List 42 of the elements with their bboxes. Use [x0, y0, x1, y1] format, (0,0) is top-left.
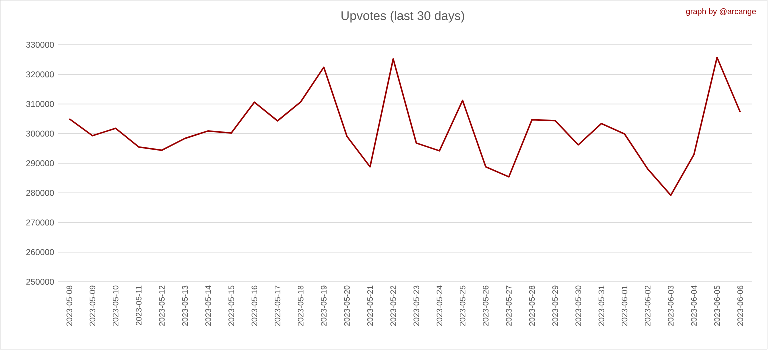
- x-tick-label: 2023-05-23: [414, 286, 420, 326]
- x-tick-label: 2023-05-22: [390, 286, 396, 326]
- y-tick-label: 330000: [26, 42, 54, 48]
- y-tick-label: 300000: [26, 130, 54, 137]
- x-tick-label: 2023-06-04: [691, 286, 697, 326]
- text: graph by @arcange: [686, 8, 756, 16]
- x-tick-label: 2023-06-06: [738, 286, 744, 326]
- x-tick-label: 2023-05-21: [367, 286, 374, 326]
- chart-title: Upvotes (last 30 days): [342, 11, 464, 23]
- x-tick-label: 2023-05-29: [552, 286, 558, 326]
- line-series: [68, 56, 742, 196]
- x-tick-label: 2023-06-03: [668, 286, 674, 326]
- y-tick-label: 250000: [26, 278, 54, 285]
- x-tick-label: 2023-05-30: [576, 286, 582, 326]
- x-tick-label: 2023-06-02: [645, 286, 651, 326]
- y-tick-label: 270000: [26, 220, 54, 226]
- x-tick-label: 2023-05-15: [228, 286, 234, 326]
- x-tick-label: 2023-05-24: [436, 286, 443, 326]
- x-tick-label: 2023-05-16: [252, 286, 258, 326]
- x-tick-label: 2023-05-26: [483, 286, 489, 326]
- y-tick-label: 310000: [26, 101, 54, 108]
- x-tick-label: 2023-05-09: [90, 286, 96, 326]
- x-tick-label: 2023-05-17: [274, 286, 281, 326]
- x-tick-label: 2023-05-10: [113, 286, 119, 326]
- x-tick-label: 2023-05-27: [506, 286, 512, 326]
- x-tick-label: 2023-05-13: [182, 286, 188, 326]
- x-tick-label: 2023-06-01: [622, 286, 628, 326]
- x-tick-label: 2023-05-18: [298, 286, 304, 326]
- x-tick-label: 2023-06-05: [714, 286, 720, 326]
- x-tick-label: 2023-05-11: [136, 286, 142, 326]
- y-tick-label: 290000: [26, 160, 54, 166]
- x-tick-label: 2023-05-20: [344, 286, 350, 326]
- y-tick-label: 320000: [26, 72, 54, 78]
- x-tick-label: 2023-05-19: [321, 286, 327, 326]
- x-tick-label: 2023-05-31: [598, 286, 604, 326]
- x-tick-label: 2023-05-12: [159, 286, 165, 326]
- x-tick-label: 2023-05-14: [206, 286, 212, 326]
- y-tick-label: 280000: [26, 190, 54, 196]
- x-tick-label: 2023-05-08: [66, 286, 72, 326]
- x-tick-label: 2023-05-28: [529, 286, 536, 326]
- y-tick-label: 260000: [26, 249, 54, 256]
- x-tick-label: 2023-05-25: [460, 286, 466, 326]
